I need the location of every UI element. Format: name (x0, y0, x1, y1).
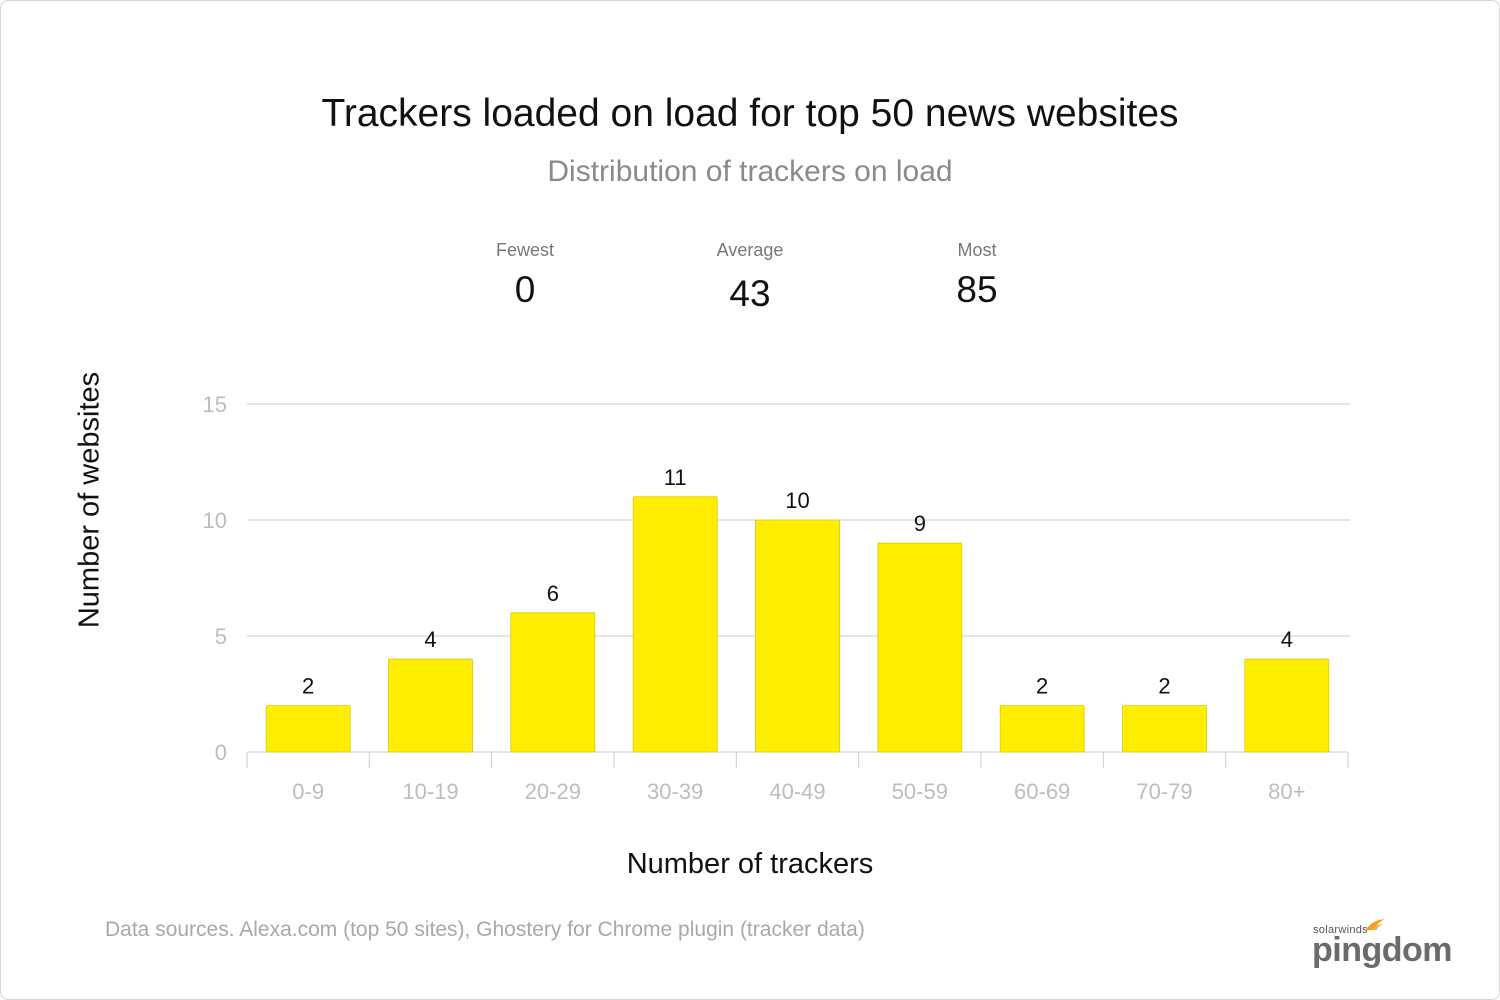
stat-average-label: Average (716, 240, 784, 260)
chart-subtitle: Distribution of trackers on load (547, 155, 953, 188)
x-axis-label: Number of trackers (626, 848, 874, 880)
pingdom-logo: solarwinds pingdom (1300, 915, 1460, 975)
bar-60-69 (999, 705, 1085, 753)
x-tick-label: 50-59 (892, 779, 948, 804)
y-tick-label: 15 (203, 392, 227, 417)
x-tick-label: 80+ (1268, 779, 1305, 804)
data-label: 11 (664, 465, 687, 490)
bar-30-39 (632, 496, 718, 753)
stat-most: Most 85 (877, 240, 1077, 311)
data-source-note: Data sources. Alexa.com (top 50 sites), … (105, 918, 865, 941)
stat-average: Average 43 (650, 240, 850, 315)
data-label: 9 (914, 511, 926, 536)
x-tick-label: 0-9 (292, 779, 324, 804)
x-tick-label: 70-79 (1136, 779, 1192, 804)
flame-icon (1366, 919, 1385, 930)
bar-0-9 (265, 705, 351, 753)
data-label: 2 (1036, 674, 1048, 699)
data-label: 2 (302, 674, 314, 699)
data-label: 10 (785, 488, 809, 513)
bar-40-49 (755, 519, 840, 753)
data-label: 4 (1281, 627, 1293, 652)
data-label: 6 (547, 581, 559, 606)
x-tick-label: 60-69 (1014, 779, 1070, 804)
x-tick-label: 20-29 (525, 779, 581, 804)
bar-10-19 (388, 658, 473, 753)
stat-most-value: 85 (956, 269, 998, 310)
y-tick-label: 0 (215, 740, 227, 765)
logo-solarwinds-text: solarwinds (1313, 924, 1368, 936)
stat-fewest-value: 0 (514, 269, 536, 310)
chart-title: Trackers loaded on load for top 50 news … (321, 92, 1179, 135)
stat-fewest: Fewest 0 (425, 240, 625, 311)
y-tick-label: 5 (215, 624, 227, 649)
logo-pingdom-text: pingdom (1312, 931, 1453, 969)
bar-80+ (1244, 658, 1330, 753)
x-tick-label: 30-39 (647, 779, 703, 804)
stat-most-label: Most (957, 240, 997, 260)
y-tick-label: 10 (203, 508, 227, 533)
x-tick-label: 10-19 (402, 779, 458, 804)
bar-70-79 (1122, 705, 1207, 753)
data-label: 2 (1158, 674, 1170, 699)
stat-fewest-label: Fewest (495, 240, 555, 260)
stat-average-value: 43 (729, 273, 771, 314)
bar-50-59 (877, 542, 963, 753)
data-label: 4 (424, 627, 436, 652)
bar-20-29 (510, 612, 596, 753)
x-tick-label: 40-49 (769, 779, 825, 804)
